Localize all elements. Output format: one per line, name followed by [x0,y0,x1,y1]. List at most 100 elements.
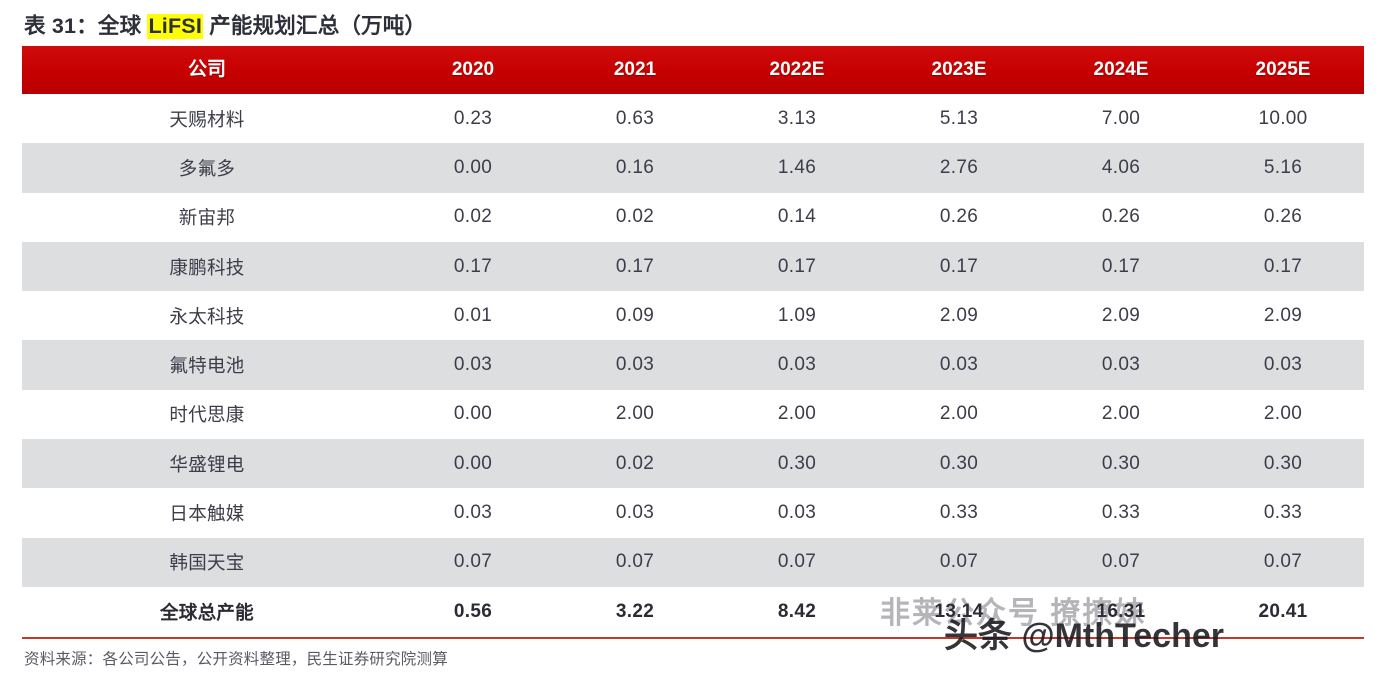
cell-2020: 0.00 [453,452,493,474]
capacity-table: 公司 2020 2021 2022E 2023E 2024E 2025E 天赐材… [22,46,1364,637]
cell-2020: 0.17 [453,255,493,277]
cell-2024e: 2.00 [1101,403,1141,425]
cell-2024e: 0.17 [1101,255,1141,277]
cell-2020: 0.23 [453,107,493,129]
cell-2020: 0.02 [453,206,493,228]
cell-2023e: 0.33 [939,502,979,524]
cell-2023e: 2.76 [939,156,979,178]
source-footnote: 资料来源：各公司公告，公开资料整理，民生证券研究院测算 [24,650,448,668]
table-row: 时代思康 0.00 2.00 2.00 2.00 2.00 2.00 [22,389,1364,440]
cell-2020: 0.03 [453,354,493,376]
cell-2025e: 2.00 [1263,403,1303,425]
cell-2024e: 4.06 [1101,156,1141,178]
cell-2020: 0.03 [453,502,493,524]
cell-2024e: 0.03 [1101,354,1141,376]
title-prefix: 表 31：全球 [24,13,148,38]
table-row: 华盛锂电 0.00 0.02 0.30 0.30 0.30 0.30 [22,439,1364,489]
cell-2021: 0.02 [615,206,655,228]
cell-company: 日本触媒 [169,503,245,525]
table-row: 天赐材料 0.23 0.63 3.13 5.13 7.00 10.00 [22,94,1364,144]
table-row: 永太科技 0.01 0.09 1.09 2.09 2.09 2.09 [22,291,1364,341]
cell-2021: 0.17 [615,255,655,277]
table-row: 氟特电池 0.03 0.03 0.03 0.03 0.03 0.03 [22,340,1364,390]
cell-2022e: 0.14 [777,206,817,228]
table-header: 公司 2020 2021 2022E 2023E 2024E 2025E [22,46,1364,94]
cell-2025e: 0.30 [1263,452,1303,474]
figure-title-bar: 表 31：全球 LiFSI 产能规划汇总（万吨） [0,0,1386,46]
capacity-table-wrapper: 公司 2020 2021 2022E 2023E 2024E 2025E 天赐材… [22,46,1364,639]
table-row: 韩国天宝 0.07 0.07 0.07 0.07 0.07 0.07 [22,537,1364,587]
cell-2020: 0.00 [453,403,493,425]
cell-2025e: 2.09 [1263,304,1303,326]
cell-2022e: 0.03 [777,502,817,524]
cell-2020: 0.00 [453,156,493,178]
cell-2025e: 0.03 [1263,354,1303,376]
table-row: 日本触媒 0.03 0.03 0.03 0.33 0.33 0.33 [22,488,1364,538]
cell-company: 时代思康 [169,404,245,426]
cell-2022e: 0.03 [777,354,817,376]
column-header-company: 公司 [187,59,226,80]
cell-2022e: 0.07 [777,551,817,573]
cell-2023e: 0.17 [939,255,979,277]
column-header-2023e: 2023E [931,59,987,80]
cell-2023e: 2.00 [939,403,979,425]
cell-2021: 0.07 [615,551,655,573]
cell-company: 永太科技 [169,305,245,327]
cell-total-2022e: 8.42 [777,600,817,622]
cell-total-2023e: 13.14 [934,600,984,622]
cell-2024e: 0.30 [1101,452,1141,474]
cell-total-2020: 0.56 [453,600,493,622]
cell-2022e: 1.46 [777,156,817,178]
column-header-2024e: 2024E [1093,59,1149,80]
cell-2022e: 3.13 [777,107,817,129]
cell-2022e: 0.17 [777,255,817,277]
cell-2022e: 0.30 [777,452,817,474]
cell-company: 氟特电池 [169,355,245,377]
page-title: 表 31：全球 LiFSI 产能规划汇总（万吨） [24,9,426,40]
cell-company: 康鹏科技 [169,256,245,278]
title-suffix: 产能规划汇总（万吨） [203,13,427,38]
cell-2023e: 0.07 [939,551,979,573]
column-header-2022e: 2022E [769,59,825,80]
cell-2021: 0.03 [615,354,655,376]
table-row: 多氟多 0.00 0.16 1.46 2.76 4.06 5.16 [22,143,1364,193]
cell-2021: 0.16 [615,156,655,178]
cell-2025e: 0.07 [1263,551,1303,573]
cell-2025e: 0.33 [1263,502,1303,524]
cell-2023e: 0.30 [939,452,979,474]
cell-2021: 2.00 [615,403,655,425]
cell-2023e: 0.03 [939,354,979,376]
cell-2021: 0.09 [615,304,655,326]
cell-2024e: 0.26 [1101,206,1141,228]
cell-2022e: 1.09 [777,304,817,326]
cell-company: 多氟多 [178,157,236,179]
cell-total-2024e: 16.31 [1096,600,1146,622]
cell-2024e: 7.00 [1101,107,1141,129]
column-header-2021: 2021 [613,59,657,80]
table-body: 天赐材料 0.23 0.63 3.13 5.13 7.00 10.00 多氟多 … [22,94,1364,637]
cell-2020: 0.01 [453,304,493,326]
table-total-row: 全球总产能 0.56 3.22 8.42 13.14 16.31 20.41 [22,586,1364,637]
cell-2023e: 2.09 [939,304,979,326]
cell-2024e: 0.07 [1101,551,1141,573]
cell-company: 新宙邦 [178,207,236,229]
cell-total-2021: 3.22 [615,600,655,622]
cell-2021: 0.63 [615,107,655,129]
column-header-2025e: 2025E [1255,59,1311,80]
cell-2024e: 0.33 [1101,502,1141,524]
cell-2025e: 10.00 [1258,107,1308,129]
cell-2021: 0.03 [615,502,655,524]
cell-total-label: 全球总产能 [159,601,254,623]
cell-2025e: 0.26 [1263,206,1303,228]
cell-total-2025e: 20.41 [1258,600,1308,622]
cell-2022e: 2.00 [777,403,817,425]
table-row: 康鹏科技 0.17 0.17 0.17 0.17 0.17 0.17 [22,241,1364,292]
cell-2021: 0.02 [615,452,655,474]
cell-2025e: 5.16 [1263,156,1303,178]
cell-company: 华盛锂电 [169,453,245,475]
table-row: 新宙邦 0.02 0.02 0.14 0.26 0.26 0.26 [22,192,1364,242]
cell-2023e: 0.26 [939,206,979,228]
cell-2025e: 0.17 [1263,255,1303,277]
cell-2023e: 5.13 [939,107,979,129]
